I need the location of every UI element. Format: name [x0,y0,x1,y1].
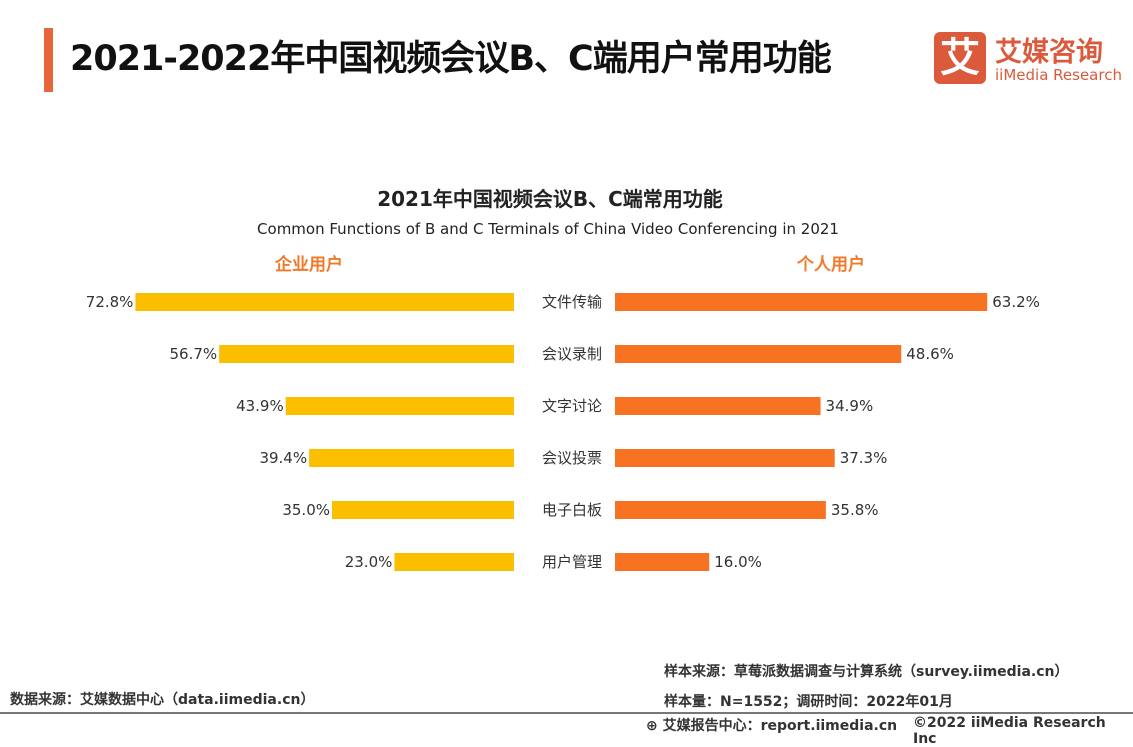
bar-personal [615,293,988,311]
label-enterprise: 43.9% [236,397,284,415]
data-source: 数据来源：艾媒数据中心（data.iimedia.cn） [10,692,315,708]
chart-subtitle: Common Functions of B and C Terminals of… [257,220,839,238]
legend-enterprise: 企业用户 [275,255,343,275]
label-personal: 63.2% [992,293,1040,311]
title-accent-bar [44,28,53,92]
label-enterprise: 72.8% [86,293,134,311]
category-label: 用户管理 [542,553,602,571]
category-label: 电子白板 [542,501,602,519]
bar-personal [615,345,902,363]
bar-enterprise [309,449,514,467]
sample-size: 样本量：N=1552；调研时间：2022年01月 [664,694,953,710]
label-personal: 48.6% [906,345,954,363]
category-label: 文件传输 [542,293,602,311]
chart-title: 2021年中国视频会议B、C端常用功能 [377,187,723,211]
logo-mark: 艾 [934,32,986,84]
bar-enterprise [135,293,514,311]
bar-enterprise [394,553,514,571]
bar-enterprise [332,501,514,519]
label-enterprise: 23.0% [345,553,393,571]
logo-text-en: iiMedia Research [995,66,1122,84]
logo-text-cn: 艾媒咨询 [995,37,1103,68]
bar-personal [615,397,821,415]
report-center: ⊕ 艾媒报告中心：report.iimedia.cn [646,715,897,735]
sample-source: 样本来源：草莓派数据调查与计算系统（survey.iimedia.cn） [664,664,1069,680]
bar-enterprise [285,397,514,415]
footer-divider [0,712,1133,714]
label-personal: 35.8% [831,501,879,519]
category-label: 会议投票 [542,449,602,467]
bar-enterprise [219,345,514,363]
category-label: 文字讨论 [542,397,602,415]
page-title: 2021-2022年中国视频会议B、C端用户常用功能 [70,39,832,79]
label-enterprise: 56.7% [170,345,218,363]
report-link[interactable]: 艾媒报告中心：report.iimedia.cn [662,718,898,734]
category-label: 会议录制 [542,345,602,363]
legend-personal: 个人用户 [797,255,865,275]
bar-personal [615,501,826,519]
bar-personal [615,553,710,571]
label-personal: 34.9% [826,397,874,415]
globe-icon: ⊕ [646,718,658,734]
label-enterprise: 39.4% [259,449,307,467]
label-personal: 37.3% [840,449,888,467]
label-enterprise: 35.0% [282,501,330,519]
copyright: ©2022 iiMedia Research Inc [913,715,1106,747]
label-personal: 16.0% [714,553,762,571]
bar-personal [615,449,835,467]
